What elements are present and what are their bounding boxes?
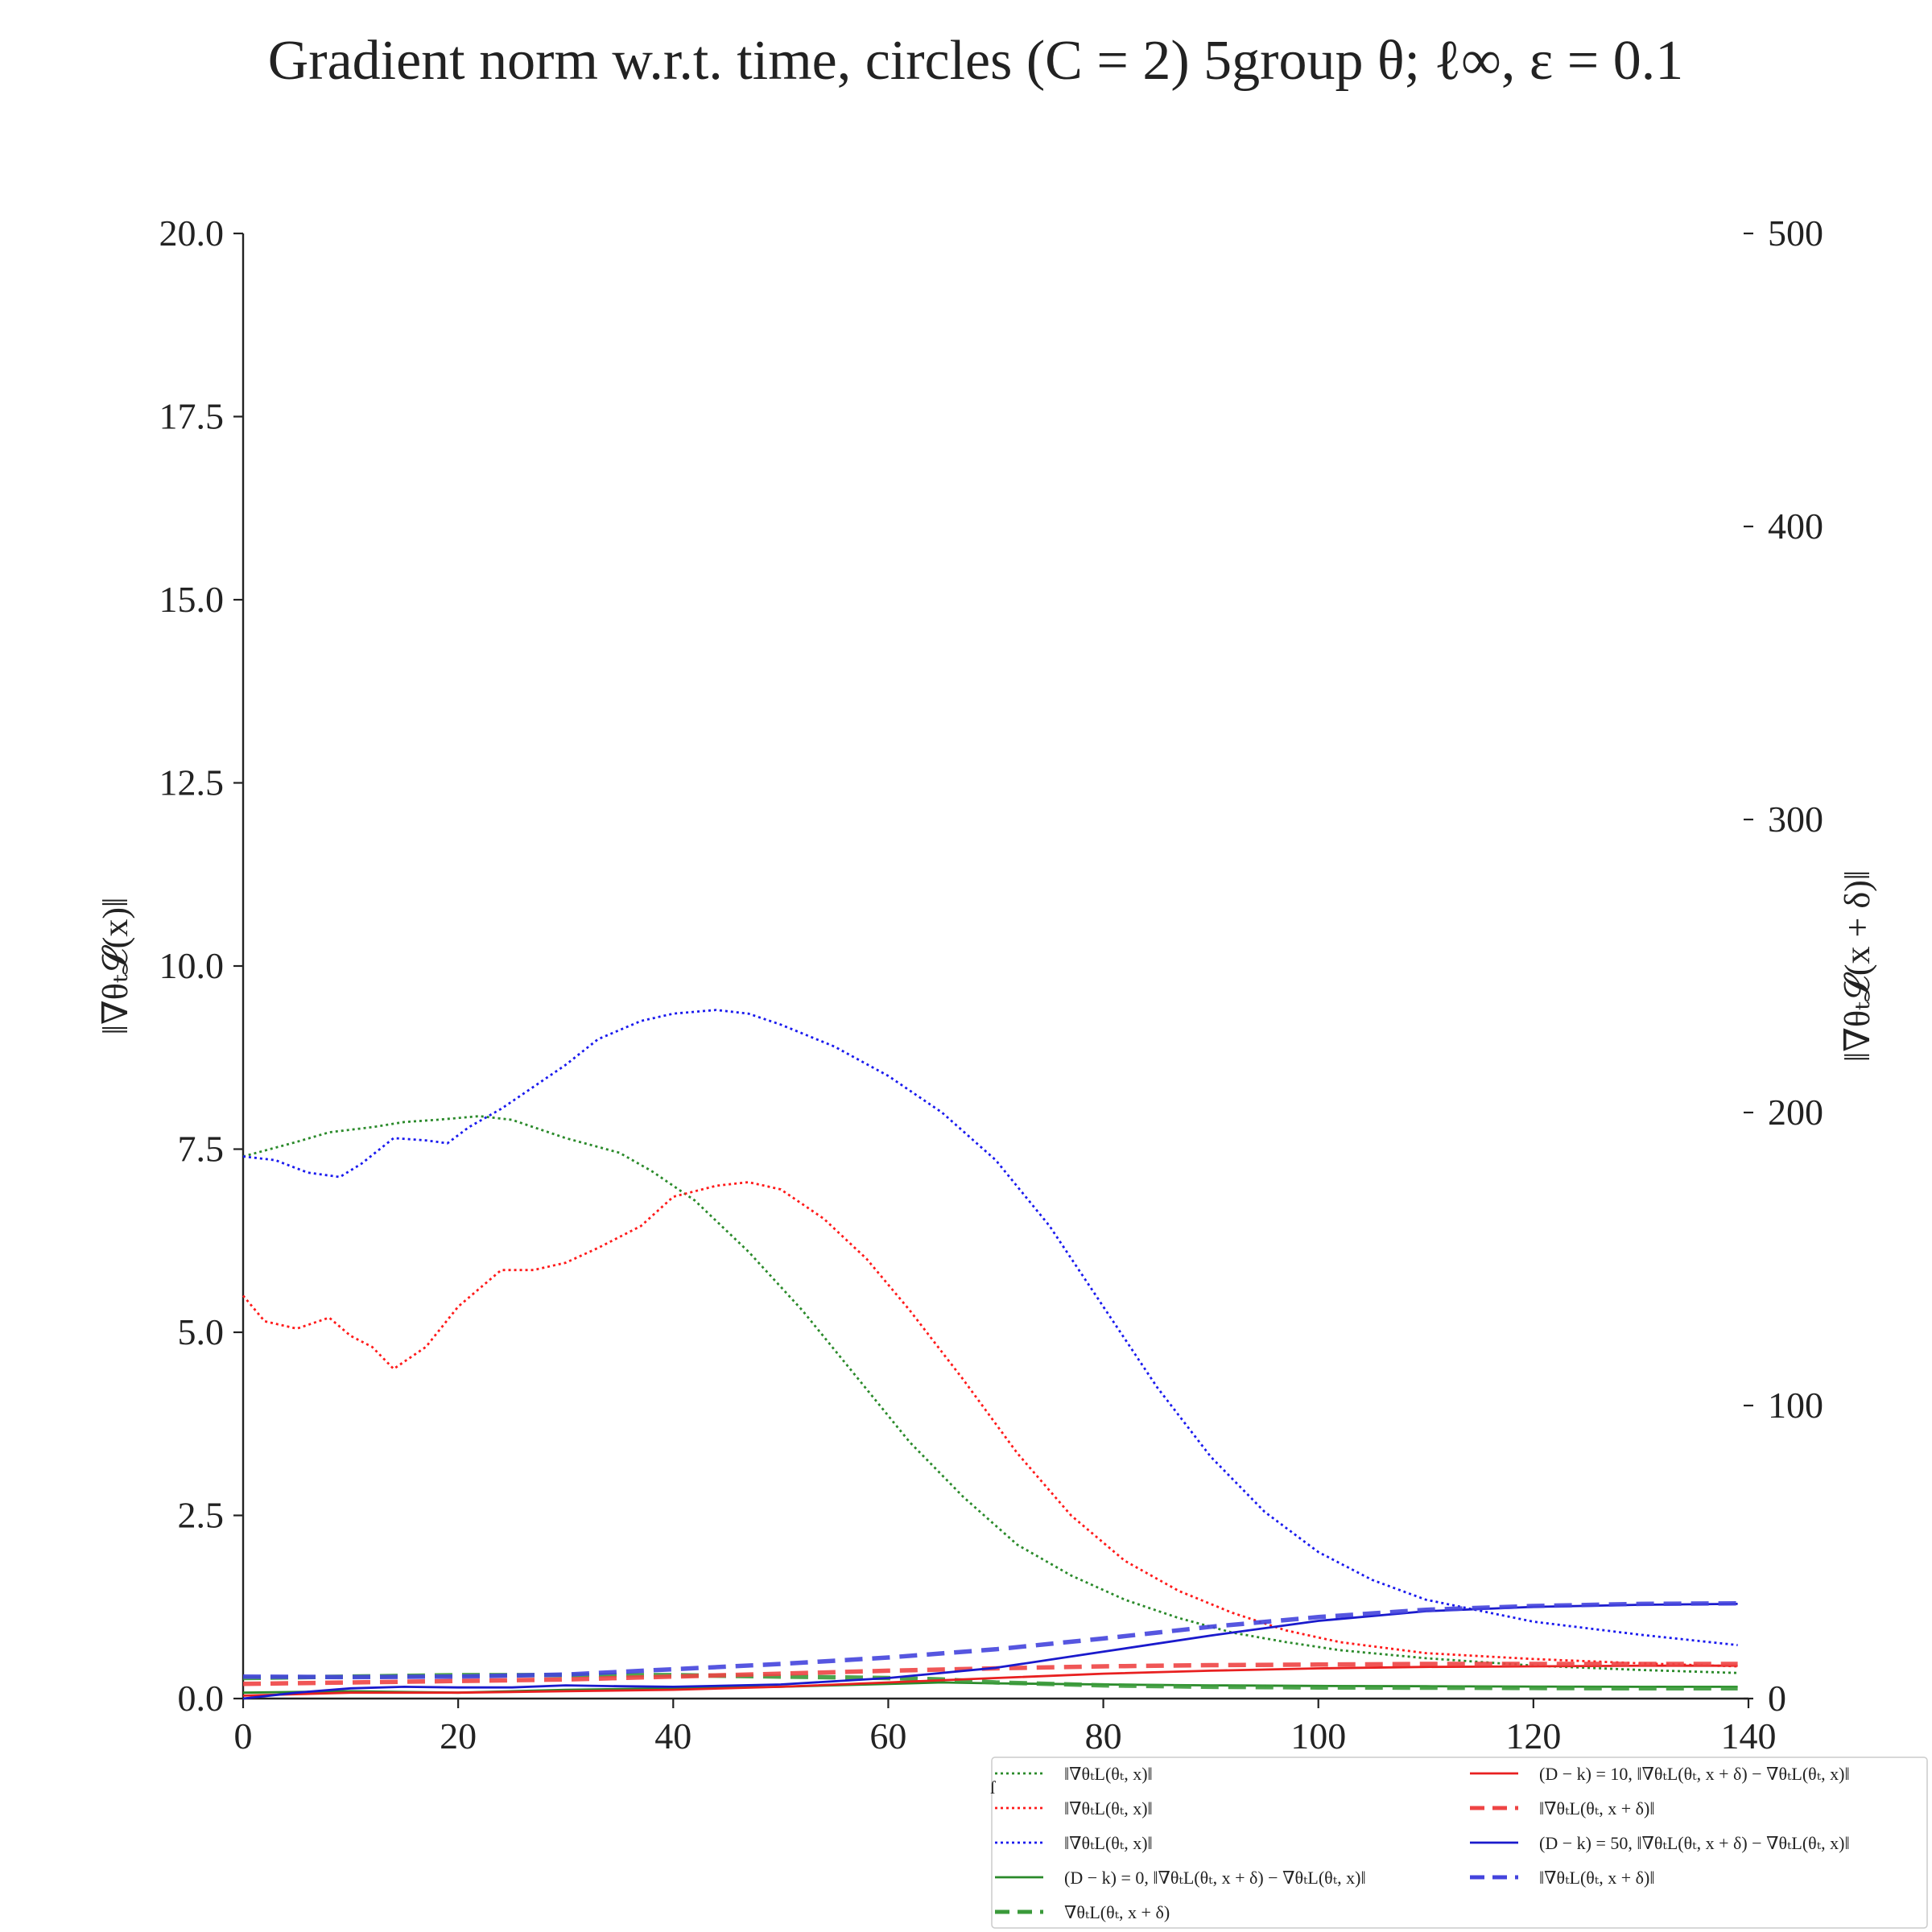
- series-line-3: [242, 1009, 1738, 1646]
- x-tick-label: 40: [654, 1715, 691, 1757]
- left-y-ticks: 0.0 2.5 5.0 7.5 10.0 12.5 15.0 17.5 20.0: [159, 213, 243, 1719]
- right-y-ticks: 0 100 200 300 400 500: [1744, 213, 1823, 1719]
- legend-label: ∇θₜL(θₜ, x + δ): [1064, 1902, 1170, 1922]
- y2-tick-label: 400: [1768, 506, 1823, 547]
- legend-label: ‖∇θₜL(θₜ, x + δ)‖: [1539, 1868, 1655, 1888]
- y-tick-label: 12.5: [159, 762, 225, 803]
- x-tick-label: 0: [234, 1715, 253, 1757]
- chart-title: Gradient norm w.r.t. time, circles (C = …: [268, 30, 1684, 92]
- legend-box: [991, 1757, 1928, 1929]
- right-y-label: ‖∇θₜ𝓛(x + δ)‖: [1838, 870, 1877, 1062]
- y-tick-label: 5.0: [178, 1311, 225, 1352]
- legend-label: ‖∇θₜL(θₜ, x)‖: [1064, 1764, 1153, 1784]
- legend-label: (D − k) = 0, ‖∇θₜL(θₜ, x + δ) − ∇θₜL(θₜ,…: [1064, 1868, 1366, 1888]
- x-tick-label: 140: [1721, 1715, 1777, 1757]
- legend-label: ‖∇θₜL(θₜ, x)‖: [1064, 1798, 1153, 1818]
- left-y-label: ‖∇θₜ𝓛(x)‖: [96, 898, 135, 1035]
- x-ticks: 0 20 40 60 80 100 120 140: [234, 1699, 1777, 1757]
- x-tick-label: 100: [1290, 1715, 1346, 1757]
- y-tick-label: 2.5: [178, 1495, 225, 1536]
- axes: [242, 233, 1748, 1700]
- y-tick-label: 15.0: [159, 579, 225, 620]
- y-tick-label: 17.5: [159, 396, 225, 437]
- series-line-1: [242, 1115, 1738, 1674]
- x-tick-label: 20: [440, 1715, 477, 1757]
- y-tick-label: 10.0: [159, 945, 225, 986]
- x-tick-label: 60: [869, 1715, 906, 1757]
- y-tick-label: 0.0: [178, 1678, 225, 1719]
- legend-stray-mark: ſ: [990, 1777, 996, 1798]
- y-tick-label: 7.5: [178, 1129, 225, 1170]
- series-line-9: [242, 1600, 1738, 1680]
- x-tick-label: 120: [1505, 1715, 1561, 1757]
- y2-tick-label: 500: [1768, 213, 1823, 254]
- y2-tick-label: 0: [1768, 1678, 1786, 1719]
- series-line-6: [242, 1664, 1738, 1697]
- legend: ſ ‖∇θₜL(θₜ, x)‖ ‖∇θₜL(θₜ, x)‖ ‖∇θₜL(θₜ, x)…: [990, 1757, 1928, 1929]
- legend-label: ‖∇θₜL(θₜ, x + δ)‖: [1539, 1798, 1655, 1818]
- legend-label: (D − k) = 50, ‖∇θₜL(θₜ, x + δ) − ∇θₜL(θₜ…: [1539, 1833, 1850, 1853]
- series-line-5: [242, 1673, 1738, 1691]
- legend-label: ‖∇θₜL(θₜ, x)‖: [1064, 1833, 1153, 1853]
- series-line-2: [242, 1181, 1738, 1668]
- y2-tick-label: 200: [1768, 1092, 1823, 1133]
- legend-label: (D − k) = 10, ‖∇θₜL(θₜ, x + δ) − ∇θₜL(θₜ…: [1539, 1764, 1850, 1784]
- y2-tick-label: 300: [1768, 799, 1823, 840]
- x-tick-label: 80: [1085, 1715, 1122, 1757]
- series-layer: [242, 1009, 1738, 1700]
- y-tick-label: 20.0: [159, 213, 225, 254]
- y2-tick-label: 100: [1768, 1385, 1823, 1426]
